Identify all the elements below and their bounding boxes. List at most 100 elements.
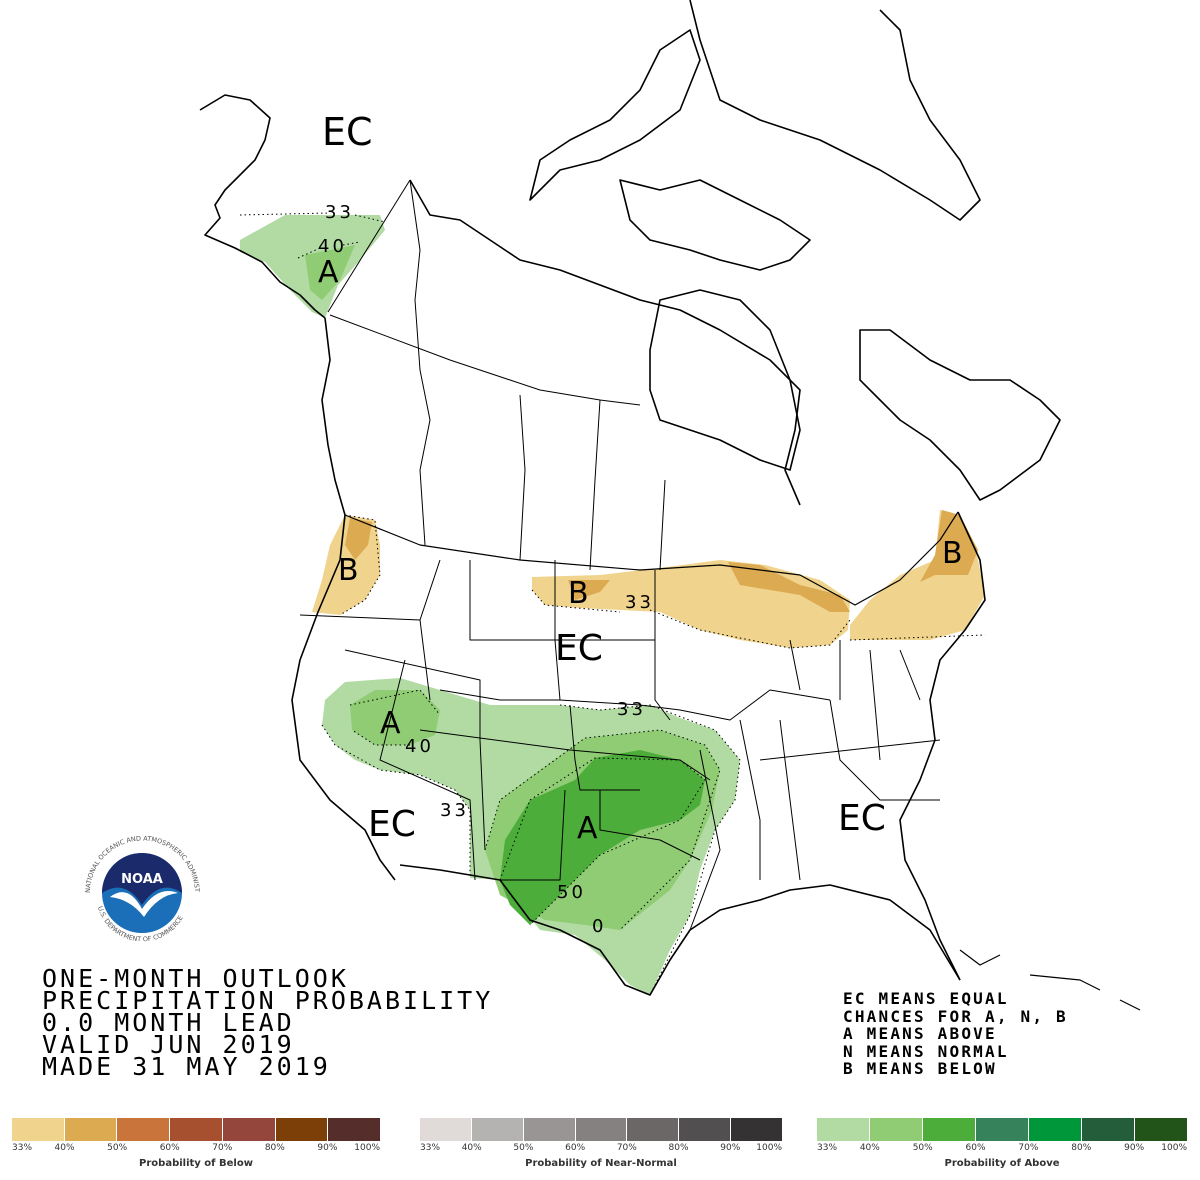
label-northeast-b: B — [942, 536, 963, 571]
legend-tick-label: 60% — [565, 1143, 586, 1153]
legend-swatch — [1135, 1118, 1187, 1141]
title-line-1: ONE-MONTH OUTLOOK — [42, 964, 349, 993]
map-labels: EC 33 40 A B B 33 EC B A 40 33 33 EC A 5… — [318, 110, 963, 937]
legend-tick-label: 40% — [859, 1143, 880, 1153]
legend-swatch — [275, 1118, 329, 1141]
legend-swatch — [471, 1118, 524, 1141]
legend-tick-label: 40% — [461, 1143, 482, 1153]
legend-near-normal-ticks: 33% 40% 50% 60% 70% 80% 90% 100% — [420, 1143, 782, 1157]
legend-above: 33% 40% 50% 60% 70% 80% 90% 100% Probability of… — [817, 1118, 1187, 1178]
noaa-logo-text: NOAA — [121, 872, 163, 887]
label-texas-40: 0 — [592, 916, 603, 937]
legend-tick-label: 80% — [1071, 1143, 1092, 1153]
legend-below-ticks: 33% 40% 50% 60% 70% 80% 90% 100% — [12, 1143, 380, 1157]
labrador-coast — [859, 329, 1061, 501]
legend-swatch — [627, 1118, 680, 1141]
legend-tick-label: 90% — [720, 1143, 741, 1153]
legend-swatch — [523, 1118, 576, 1141]
label-southwest-ec: EC — [368, 804, 416, 845]
key-line-3: A MEANS ABOVE — [843, 1024, 997, 1043]
key-line-1: EC MEANS EQUAL — [843, 989, 1009, 1008]
caribbean-islands — [959, 949, 1141, 1011]
legend-swatch — [64, 1118, 118, 1141]
legend-above-colorbar — [817, 1118, 1187, 1141]
arctic-islands — [529, 29, 811, 271]
legend-swatch — [817, 1118, 870, 1141]
legend-below: 33% 40% 50% 60% 70% 80% 90% 100% Probability of… — [12, 1118, 381, 1178]
alaska-coastline — [199, 94, 326, 319]
legend-swatch — [420, 1118, 472, 1141]
legend-tick-label: 40% — [54, 1143, 75, 1153]
legend-swatch — [117, 1118, 171, 1141]
legend-tick-label: 100% — [354, 1143, 380, 1153]
arctic-coast — [409, 179, 801, 506]
legend-swatch — [12, 1118, 65, 1141]
label-plains-ec: EC — [555, 628, 603, 669]
legend-swatch — [731, 1118, 783, 1141]
label-alaska-40: 40 — [318, 236, 347, 257]
legend-tick-label: 100% — [1161, 1143, 1187, 1153]
northeast-below-40-region — [920, 510, 978, 582]
legend-tick-label: 70% — [1018, 1143, 1039, 1153]
label-pnw-b: B — [338, 553, 359, 588]
hudson-bay — [649, 289, 801, 471]
legend-tick-label: 80% — [668, 1143, 689, 1153]
legend-tick-label: 33% — [12, 1143, 33, 1153]
legend-tick-label: 70% — [212, 1143, 233, 1153]
title-line-4: VALID JUN 2019 — [42, 1030, 295, 1059]
southern-plains-above-50-region — [500, 750, 705, 925]
legend-tick-label: 90% — [1124, 1143, 1145, 1153]
greenland-coast — [689, 0, 981, 221]
legend-swatch — [1082, 1118, 1135, 1141]
label-greatbasin-40: 40 — [405, 736, 434, 757]
label-southern-plains-a: A — [577, 811, 598, 846]
legend-near-normal: 33% 40% 50% 60% 70% 80% 90% 100% Probability of… — [420, 1118, 783, 1178]
east-coast — [899, 511, 986, 981]
legend-tick-label: 70% — [616, 1143, 637, 1153]
legend-swatch — [976, 1118, 1029, 1141]
geographic-outlines — [199, 0, 1141, 1011]
legend-tick-label: 100% — [756, 1143, 782, 1153]
plains-below-40-region — [568, 580, 610, 600]
product-title-block: ONE-MONTH OUTLOOK PRECIPITATION PROBABIL… — [42, 964, 493, 1081]
title-line-5: MADE 31 MAY 2019 — [42, 1052, 331, 1081]
gulf-coast — [399, 864, 961, 996]
label-alaska-ec: EC — [322, 110, 373, 154]
noaa-logo: NOAA NATIONAL OCEANIC AND ATMOSPHERIC AD… — [70, 823, 210, 961]
legend-above-caption: Probability of Above — [944, 1158, 1060, 1169]
legend-tick-label: 90% — [317, 1143, 338, 1153]
key-line-2: CHANCES FOR A, N, B — [843, 1006, 1068, 1026]
label-plains-33: 33 — [625, 592, 654, 613]
state-borders — [299, 559, 941, 931]
label-southeast-ec: EC — [838, 798, 886, 839]
probability-contours — [239, 212, 986, 996]
label-kansas-33: 33 — [617, 699, 646, 720]
west-coast — [291, 317, 396, 881]
province-borders — [329, 179, 666, 571]
legend-swatch — [170, 1118, 223, 1141]
probability-shading — [240, 215, 985, 995]
legend-near-normal-caption: Probability of Near-Normal — [525, 1158, 677, 1169]
us-canada-border — [344, 511, 959, 606]
legend-swatch — [575, 1118, 628, 1141]
key-line-5: B MEANS BELOW — [843, 1059, 997, 1078]
greatbasin-above-40-region — [350, 690, 440, 745]
alaska-above-40-region — [305, 245, 355, 300]
key-line-4: N MEANS NORMAL — [843, 1041, 1009, 1061]
legend-tick-label: 50% — [912, 1143, 933, 1153]
label-plains-b: B — [568, 576, 589, 611]
ec-key-block: EC MEANS EQUAL CHANCES FOR A, N, B A MEA… — [843, 990, 1068, 1078]
legend-tick-label: 33% — [817, 1143, 838, 1153]
legend-tick-label: 33% — [420, 1143, 441, 1153]
label-alaska-33: 33 — [325, 202, 354, 223]
greatlakes-below-40-region — [728, 562, 850, 612]
label-greatbasin-a: A — [380, 706, 401, 741]
pnw-below-40-region — [345, 518, 372, 560]
legend-near-normal-colorbar — [420, 1118, 783, 1141]
label-texas-50: 50 — [557, 882, 586, 903]
legend-swatch — [923, 1118, 976, 1141]
legend-tick-label: 80% — [264, 1143, 285, 1153]
legend-tick-label: 60% — [965, 1143, 986, 1153]
alaska-canada-border — [327, 179, 411, 313]
legend-tick-label: 60% — [159, 1143, 180, 1153]
